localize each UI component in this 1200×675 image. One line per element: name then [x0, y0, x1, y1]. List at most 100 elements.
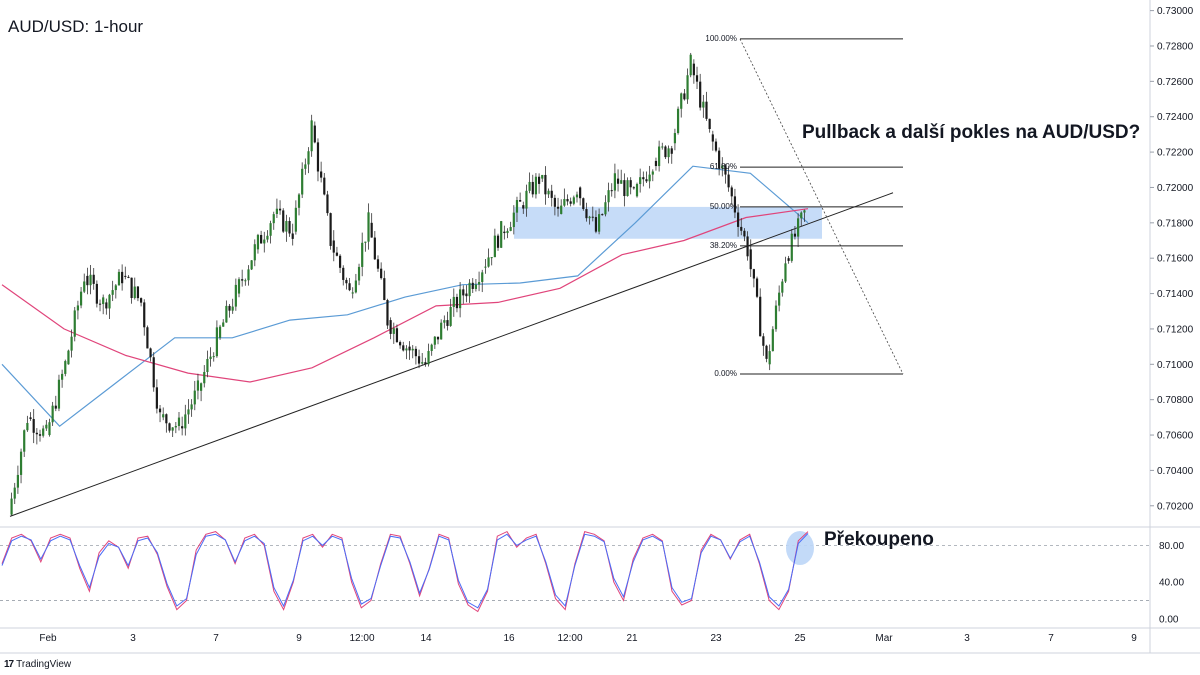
bullish-candle [225, 305, 228, 323]
bullish-candle [357, 266, 361, 281]
bullish-candle [171, 427, 174, 431]
bearish-candle [465, 293, 468, 297]
bearish-candle [383, 278, 386, 301]
bearish-candle [436, 336, 440, 340]
bearish-candle [692, 63, 695, 76]
bearish-candle [537, 176, 541, 184]
bearish-candle [158, 408, 162, 413]
bullish-candle [73, 310, 76, 337]
bullish-candle [70, 336, 73, 351]
bullish-candle [500, 221, 503, 248]
bullish-candle [57, 379, 61, 409]
bullish-candle [790, 233, 793, 261]
rsi-tick-label: 40.00 [1159, 578, 1184, 589]
moving-average-line [1, 208, 809, 383]
time-tick-label: Mar [875, 633, 893, 644]
bullish-candle [443, 320, 446, 323]
bullish-candle [351, 292, 354, 294]
bullish-candle [515, 200, 519, 213]
bearish-candle [632, 187, 635, 189]
time-tick-label: 21 [626, 633, 638, 644]
bullish-candle [111, 290, 114, 295]
bearish-candle [730, 187, 733, 197]
bearish-candle [152, 357, 155, 388]
bullish-candle [613, 173, 616, 191]
tradingview-logo: 17 [4, 659, 14, 670]
bullish-candle [689, 54, 692, 76]
bearish-candle [342, 267, 345, 280]
bearish-candle [35, 432, 38, 435]
price-tick-label: 0.72800 [1157, 41, 1194, 52]
bullish-candle [114, 285, 117, 291]
tradingview-brand[interactable]: 17 TradingView [4, 659, 71, 670]
bearish-candle [402, 345, 405, 351]
bearish-candle [503, 231, 506, 234]
bearish-candle [455, 296, 459, 309]
bullish-candle [575, 194, 579, 198]
bearish-candle [338, 255, 342, 268]
bearish-candle [139, 298, 143, 303]
bearish-candle [105, 302, 108, 309]
bullish-candle [301, 168, 304, 195]
bullish-candle [676, 108, 680, 134]
bearish-candle [155, 387, 158, 409]
bearish-candle [724, 165, 727, 175]
bullish-candle [190, 404, 193, 410]
bearish-candle [288, 221, 291, 234]
bearish-candle [752, 269, 755, 279]
bullish-candle [275, 208, 279, 214]
bearish-candle [664, 146, 667, 158]
bearish-candle [332, 240, 335, 253]
time-tick-label: 7 [213, 633, 219, 644]
bearish-candle [146, 327, 149, 349]
bullish-candle [781, 281, 784, 293]
bearish-candle [718, 150, 721, 169]
bearish-candle [522, 205, 525, 209]
bullish-candle [607, 190, 610, 203]
bearish-candle [462, 289, 465, 296]
bullish-candle [468, 282, 471, 297]
bearish-candle [762, 336, 765, 346]
price-tick-label: 0.71200 [1157, 324, 1194, 335]
price-tick-label: 0.70600 [1157, 431, 1194, 442]
bearish-candle [329, 213, 332, 246]
candles [10, 52, 806, 516]
time-tick-label: 7 [1048, 633, 1054, 644]
bullish-candle [784, 263, 787, 282]
bearish-candle [370, 222, 373, 238]
bullish-candle [269, 223, 272, 236]
bearish-candle [95, 283, 98, 304]
bearish-candle [278, 208, 282, 211]
axes: 0.70200 0.70400 0.70600 0.70800 0.71000 0.712… [0, 0, 1200, 654]
bearish-candle [389, 320, 392, 334]
bearish-candle [746, 236, 749, 257]
bearish-candle [124, 275, 127, 277]
time-tick-label: 3 [130, 633, 136, 644]
bullish-candle [10, 498, 13, 515]
bearish-candle [417, 356, 421, 364]
bearish-candle [395, 328, 399, 343]
price-tick-label: 0.70200 [1157, 501, 1194, 512]
bullish-candle [61, 373, 64, 380]
bullish-candle [803, 210, 806, 213]
bearish-candle [260, 234, 263, 244]
bearish-candle [714, 141, 718, 151]
bearish-candle [765, 345, 768, 359]
bullish-candle [484, 266, 487, 268]
bearish-candle [127, 276, 130, 278]
bullish-candle [598, 214, 601, 232]
brand-name: TradingView [16, 659, 72, 670]
bearish-candle [699, 81, 702, 108]
bearish-candle [373, 237, 376, 260]
price-tick-label: 0.71600 [1157, 254, 1194, 265]
bullish-candle [771, 329, 774, 352]
time-tick-label: 12:00 [349, 633, 374, 644]
bullish-candle [490, 257, 493, 259]
bullish-candle [187, 409, 190, 415]
time-tick-label: 14 [420, 633, 432, 644]
rsi-tick-label: 0.00 [1159, 614, 1179, 625]
bullish-candle [297, 194, 301, 208]
bearish-candle [181, 426, 184, 429]
bullish-candle [45, 424, 48, 429]
